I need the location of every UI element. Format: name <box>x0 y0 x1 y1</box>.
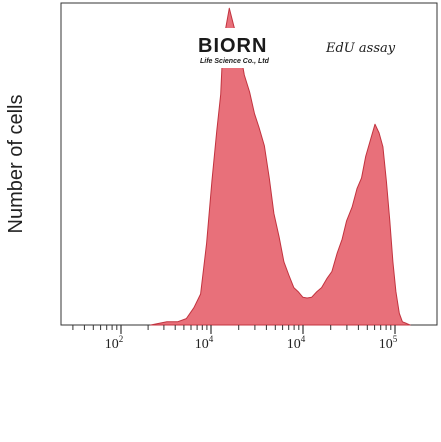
brand-subtitle: Life Science Co., Ltd <box>200 58 270 65</box>
x-tick-label: 104 <box>287 334 306 352</box>
histogram-area-layer <box>150 7 411 326</box>
brand-logo: BIORN Life Science Co., Ltd <box>190 28 416 68</box>
y-axis-label: Number of cells <box>5 95 27 234</box>
x-tick-label: 104 <box>195 334 214 352</box>
x-tick-label: 105 <box>379 334 398 352</box>
histogram-series-0 <box>150 7 411 326</box>
x-tick-label: 102 <box>105 334 124 352</box>
logo-background <box>190 28 416 68</box>
x-axis-tick-labels: 102 104 104 105 <box>105 334 398 352</box>
brand-name: BIORN <box>198 35 267 57</box>
assay-annotation: EdU assay <box>325 41 396 56</box>
x-axis-ticks <box>72 325 396 334</box>
